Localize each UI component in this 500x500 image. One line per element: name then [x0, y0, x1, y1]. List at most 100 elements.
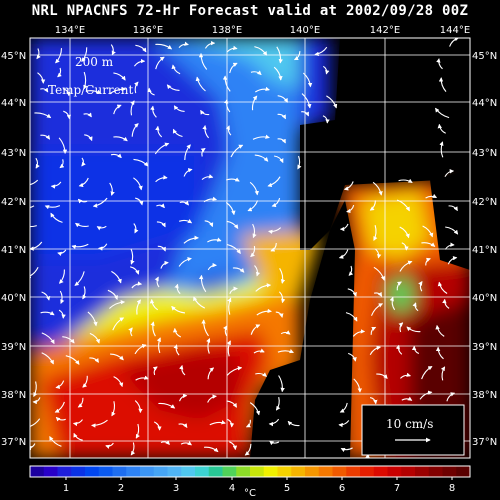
- current-arrow-icon: [160, 440, 170, 445]
- current-arrow-icon: [57, 249, 67, 256]
- current-arrow-icon: [173, 344, 180, 356]
- current-arrow-icon: [399, 260, 413, 272]
- current-arrow-icon: [147, 87, 155, 96]
- current-arrow-icon: [63, 110, 72, 120]
- colorbar-swatch: [126, 466, 141, 477]
- current-arrow-icon: [421, 242, 436, 247]
- current-arrow-icon: [30, 205, 35, 208]
- current-arrow-icon: [277, 113, 286, 120]
- reference-vector-box: 10 cm/s: [361, 404, 465, 456]
- current-arrow-icon: [374, 248, 382, 259]
- current-arrow-icon: [113, 136, 128, 142]
- colorbar-swatch: [332, 466, 347, 477]
- current-arrow-icon: [77, 198, 88, 204]
- latitude-label-right: 43°N: [472, 148, 497, 159]
- latitude-label-right: 45°N: [472, 51, 497, 62]
- current-arrow-icon: [156, 221, 166, 228]
- current-arrow-icon: [401, 396, 413, 401]
- current-arrow-icon: [82, 286, 87, 300]
- current-arrow-icon: [54, 401, 65, 413]
- current-arrow-icon: [348, 352, 357, 362]
- current-arrow-icon: [109, 86, 127, 95]
- latitude-labels-right: 45°N 44°N 43°N 42°N 41°N 40°N 39°N 38°N 37°N: [472, 51, 497, 448]
- current-arrow-icon: [343, 181, 354, 191]
- current-arrow-icon: [89, 357, 99, 363]
- current-arrow-icon: [92, 197, 108, 208]
- current-arrow-icon: [389, 296, 396, 311]
- current-arrow-icon: [223, 325, 228, 337]
- latitude-label-left: 38°N: [1, 390, 26, 401]
- current-arrow-icon: [107, 289, 118, 300]
- current-arrow-icon: [352, 329, 366, 337]
- current-arrow-icon: [277, 95, 288, 103]
- longitude-label: 144°E: [440, 25, 470, 36]
- current-arrow-icon: [293, 51, 301, 61]
- current-arrow-icon: [297, 155, 302, 170]
- current-arrow-icon: [278, 291, 286, 304]
- colorbar-swatch: [415, 466, 430, 477]
- colorbar-swatch: [236, 466, 251, 477]
- current-arrow-icon: [204, 220, 214, 228]
- longitude-labels-top: 134°E 136°E 138°E 140°E 142°E 144°E: [55, 25, 470, 36]
- map-panel: 200 m Temp/Current 10 cm/s: [30, 38, 470, 458]
- current-arrow-icon: [156, 337, 161, 354]
- colorbar-swatch: [387, 466, 402, 477]
- current-arrow-icon: [84, 134, 93, 142]
- current-arrow-icon: [130, 100, 135, 116]
- current-arrow-icon: [74, 271, 85, 286]
- current-arrow-icon: [135, 197, 144, 206]
- current-arrow-icon: [82, 375, 88, 388]
- current-arrow-icon: [411, 345, 420, 355]
- current-arrow-icon: [254, 265, 261, 277]
- current-arrow-icon: [110, 44, 116, 56]
- current-arrow-icon: [36, 48, 41, 60]
- latitude-label-left: 41°N: [1, 245, 26, 256]
- current-arrow-icon: [398, 178, 413, 183]
- colorbar-tick-label: 3: [173, 483, 179, 494]
- current-arrow-icon: [280, 330, 291, 335]
- current-arrow-icon: [134, 344, 147, 355]
- latitude-label-right: 44°N: [472, 98, 497, 109]
- colorbar-tick-label: 5: [284, 483, 290, 494]
- map-frame: [29, 37, 471, 459]
- current-arrow-icon: [227, 297, 232, 315]
- current-arrow-icon: [44, 205, 61, 210]
- current-arrow-icon: [166, 84, 180, 91]
- colorbar-swatch: [401, 466, 416, 477]
- colorbar-swatch: [291, 466, 306, 477]
- current-arrow-icon: [178, 393, 188, 402]
- current-arrow-icon: [155, 175, 168, 183]
- map-title: NRL NPACNFS 72-Hr Forecast valid at 2002…: [31, 3, 469, 19]
- current-arrow-icon: [50, 212, 63, 223]
- current-arrow-icon: [250, 70, 262, 76]
- current-arrow-icon: [419, 390, 433, 400]
- current-arrow-icon: [401, 242, 409, 251]
- current-arrow-icon: [133, 81, 139, 94]
- current-arrow-icon: [158, 402, 176, 409]
- current-arrow-icon: [200, 109, 210, 116]
- current-arrow-icon: [226, 220, 239, 230]
- current-arrow-icon: [154, 276, 160, 288]
- current-arrow-icon: [249, 402, 261, 416]
- current-arrow-icon: [326, 95, 338, 109]
- current-arrow-icon: [179, 218, 193, 224]
- current-arrow-icon: [91, 419, 108, 428]
- latitude-label-left: 40°N: [1, 293, 26, 304]
- current-arrow-icon: [131, 281, 143, 289]
- current-arrow-icon: [422, 225, 434, 238]
- current-arrow-icon: [226, 177, 240, 182]
- current-arrow-icon: [372, 181, 383, 196]
- current-arrow-icon: [81, 47, 88, 62]
- colorbar-swatch: [57, 466, 72, 477]
- current-arrow-icon: [255, 372, 267, 377]
- current-arrow-icon: [254, 46, 268, 56]
- current-arrow-icon: [226, 366, 243, 376]
- current-arrow-icon: [155, 56, 165, 70]
- current-arrow-icon: [30, 225, 37, 228]
- current-arrow-icon: [271, 197, 281, 208]
- current-arrow-icon: [301, 93, 312, 109]
- current-arrow-icon: [77, 397, 84, 408]
- current-arrow-icon: [277, 138, 286, 144]
- current-arrow-icon: [226, 400, 237, 408]
- current-arrow-icon: [171, 305, 186, 314]
